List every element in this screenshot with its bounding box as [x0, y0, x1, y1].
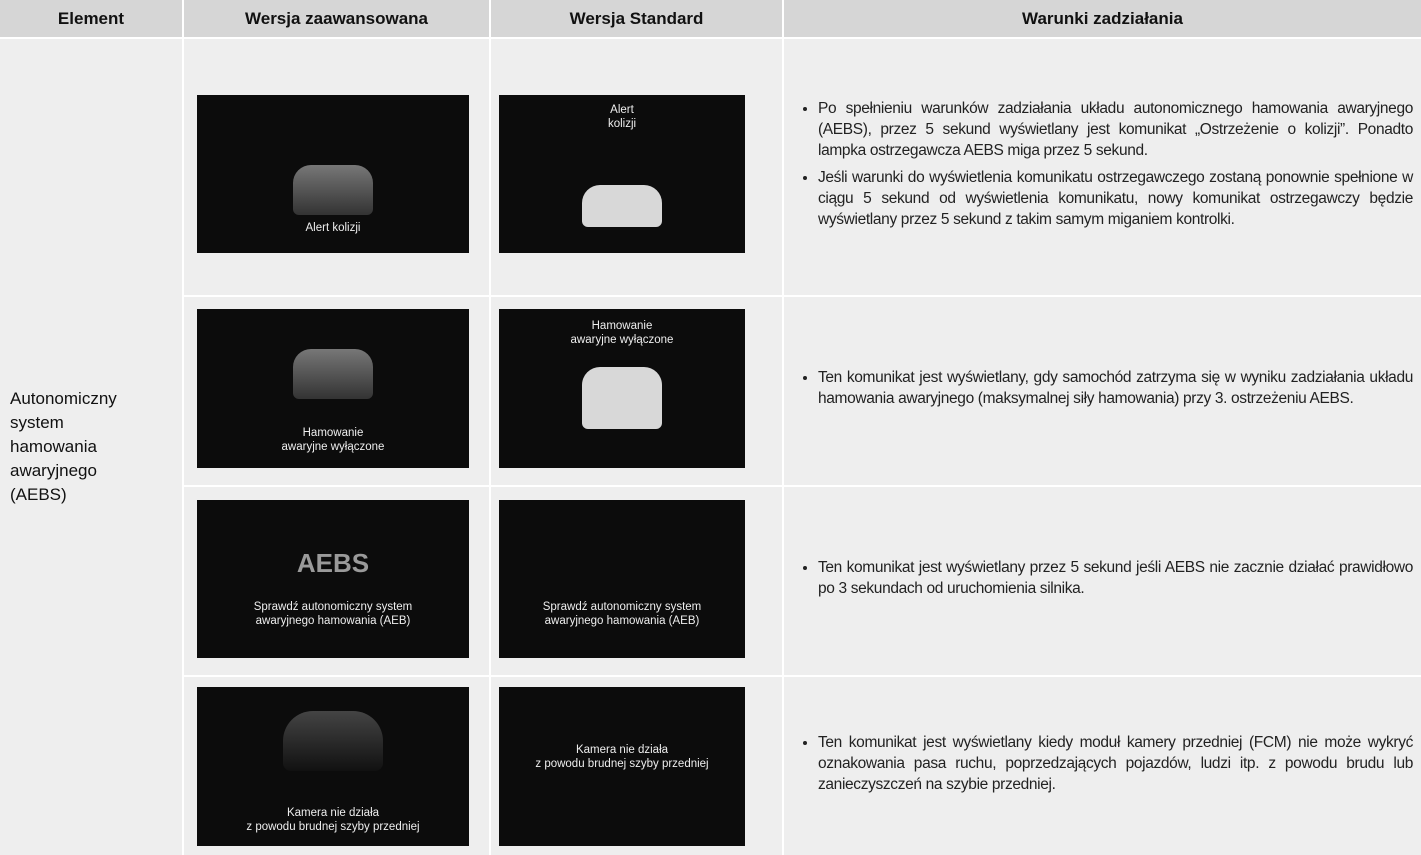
standard-cell: Kamera nie działa z powodu brudnej szyby…: [491, 677, 782, 855]
screen-image: Hamowanie awaryjne wyłączone: [499, 309, 745, 468]
standard-cell: Sprawdź autonomiczny system awaryjnego h…: [491, 487, 782, 675]
condition-item: Jeśli warunki do wyświetlenia komunikatu…: [818, 167, 1413, 230]
screen-image: Kamera nie działa z powodu brudnej szyby…: [197, 687, 469, 846]
conditions-cell: Po spełnieniu warunków zadziałania układ…: [784, 39, 1421, 295]
advanced-cell: Hamowanie awaryjne wyłączone: [184, 297, 489, 485]
car-icon: [582, 185, 662, 227]
condition-item: Ten komunikat jest wyświetlany, gdy samo…: [818, 367, 1413, 409]
element-cell: Autonomiczny system hamowania awaryjnego…: [0, 39, 182, 855]
condition-item: Po spełnieniu warunków zadziałania układ…: [818, 98, 1413, 161]
conditions-cell: Ten komunikat jest wyświetlany kiedy mod…: [784, 677, 1421, 855]
condition-item: Ten komunikat jest wyświetlany kiedy mod…: [818, 732, 1413, 795]
advanced-cell: AEBS Sprawdź autonomiczny system awaryjne…: [184, 487, 489, 675]
header-cell: Warunki zadziałania: [784, 0, 1421, 37]
screen-image: Sprawdź autonomiczny system awaryjnego h…: [499, 500, 745, 658]
screen-image: AEBS Sprawdź autonomiczny system awaryjne…: [197, 500, 469, 658]
standard-cell: Hamowanie awaryjne wyłączone: [491, 297, 782, 485]
car-icon: [582, 367, 662, 429]
standard-cell: Alert kolizji: [491, 39, 782, 295]
screen-caption: Alert kolizji: [607, 104, 637, 130]
screen-image: Kamera nie działa z powodu brudnej szyby…: [499, 687, 745, 846]
condition-list: Ten komunikat jest wyświetlany kiedy mod…: [796, 732, 1413, 801]
advanced-cell: Kamera nie działa z powodu brudnej szyby…: [184, 677, 489, 855]
car-icon: [293, 349, 373, 399]
car-icon: [283, 711, 383, 771]
screen-caption: Hamowanie awaryjne wyłączone: [281, 427, 385, 453]
screen-label: AEBS: [296, 548, 370, 578]
condition-item: Ten komunikat jest wyświetlany przez 5 s…: [818, 557, 1413, 599]
screen-caption: Alert kolizji: [305, 222, 361, 234]
screen-image: Alert kolizji: [499, 95, 745, 253]
screen-caption: Kamera nie działa z powodu brudnej szyby…: [535, 744, 709, 770]
conditions-cell: Ten komunikat jest wyświetlany, gdy samo…: [784, 297, 1421, 485]
header-cell: Element: [0, 0, 182, 37]
screen-image: Hamowanie awaryjne wyłączone: [197, 309, 469, 468]
car-icon: [293, 165, 373, 215]
header-cell: Wersja Standard: [491, 0, 782, 37]
condition-list: Ten komunikat jest wyświetlany przez 5 s…: [796, 557, 1413, 605]
condition-list: Po spełnieniu warunków zadziałania układ…: [796, 98, 1413, 236]
condition-list: Ten komunikat jest wyświetlany, gdy samo…: [796, 367, 1413, 415]
screen-image: Alert kolizji: [197, 95, 469, 253]
conditions-cell: Ten komunikat jest wyświetlany przez 5 s…: [784, 487, 1421, 675]
advanced-cell: Alert kolizji: [184, 39, 489, 295]
screen-caption: Sprawdź autonomiczny system awaryjnego h…: [253, 601, 413, 627]
header-cell: Wersja zaawansowana: [184, 0, 489, 37]
screen-caption: Hamowanie awaryjne wyłączone: [570, 320, 674, 346]
screen-caption: Kamera nie działa z powodu brudnej szyby…: [246, 807, 420, 833]
screen-caption: Sprawdź autonomiczny system awaryjnego h…: [542, 601, 702, 627]
